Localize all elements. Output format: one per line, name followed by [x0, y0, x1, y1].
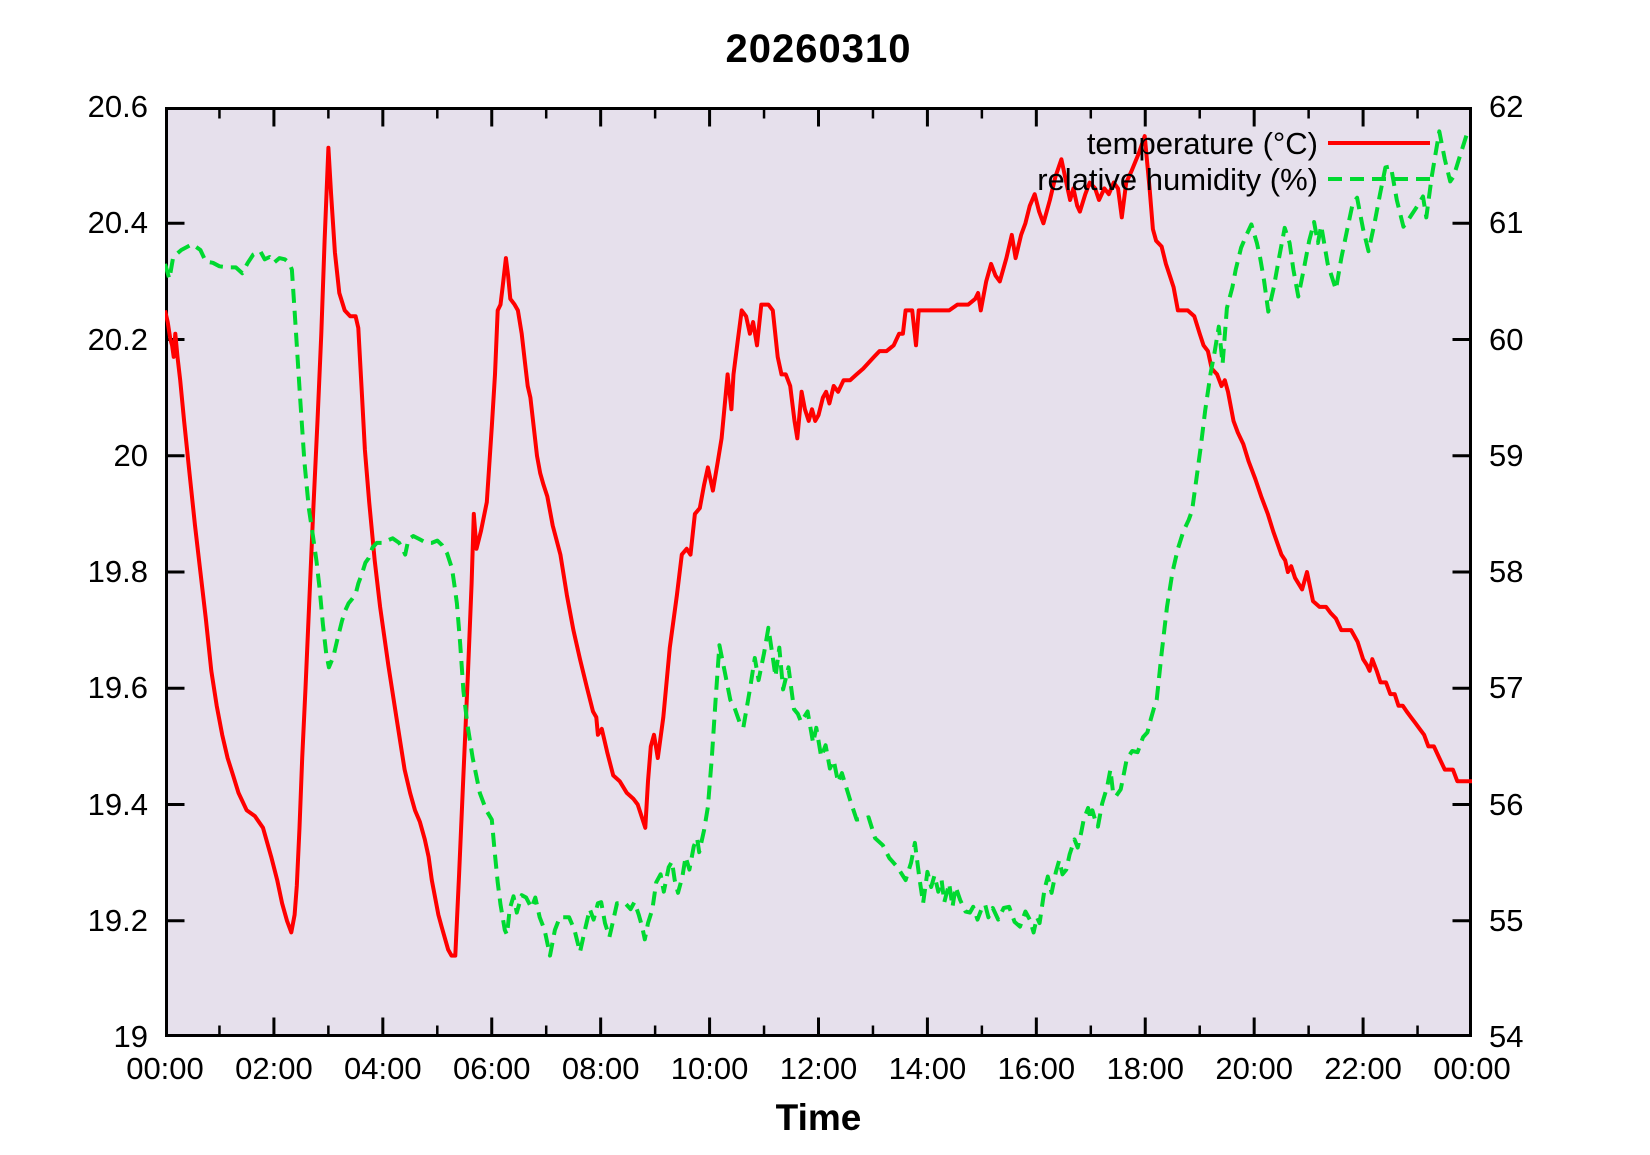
x-tick-label: 14:00 [888, 1051, 967, 1086]
x-tick-label: 12:00 [779, 1051, 858, 1086]
y-right-tick-label: 60 [1489, 321, 1524, 357]
y-right-tick-label: 55 [1489, 902, 1524, 938]
y-right-tick-label: 62 [1489, 89, 1524, 124]
legend-label-temperature: temperature (°C) [1087, 126, 1318, 161]
x-tick-label: 02:00 [235, 1051, 313, 1086]
x-tick-label: 16:00 [997, 1051, 1076, 1086]
y-left-tick-label: 20.2 [87, 321, 148, 357]
y-left-tick-label: 19.2 [87, 902, 148, 938]
y-left-tick-label: 19.6 [87, 670, 148, 706]
x-tick-label: 18:00 [1106, 1051, 1185, 1086]
x-tick-label: 08:00 [561, 1051, 640, 1086]
x-tick-label: 20:00 [1215, 1051, 1293, 1086]
x-tick-label: 00:00 [1433, 1051, 1511, 1086]
y-right-tick-label: 54 [1489, 1019, 1524, 1054]
y-left-tick-label: 19.4 [87, 786, 148, 822]
y-left-tick-label: 20.4 [87, 205, 148, 241]
y-right-tick-label: 56 [1489, 786, 1524, 822]
humidity-series-line [165, 129, 1472, 958]
chart-title: 20260310 [725, 27, 912, 71]
y-right-tick-label: 61 [1489, 205, 1524, 241]
y-right-tick-label: 59 [1489, 437, 1524, 473]
plot-area: temperature (°C)relative humidity (%) [165, 107, 1472, 1037]
y-left-tick-label: 19.8 [87, 554, 148, 589]
y-left-tick-label: 20.6 [87, 89, 148, 124]
x-tick-label: 04:00 [344, 1051, 422, 1086]
temperature-series-line [165, 134, 1472, 958]
y-right-tick-label: 57 [1489, 670, 1524, 706]
x-tick-label: 00:00 [126, 1051, 204, 1086]
x-axis-label: Time [775, 1097, 862, 1138]
x-tick-label: 06:00 [452, 1051, 531, 1086]
plot-background [165, 107, 1472, 1037]
y-left-tick-label: 19 [113, 1019, 148, 1054]
legend-label-humidity: relative humidity (%) [1037, 162, 1318, 197]
y-left-tick-label: 20 [113, 437, 148, 473]
x-tick-label: 10:00 [670, 1051, 749, 1086]
x-tick-label: 22:00 [1324, 1051, 1402, 1086]
y-right-tick-label: 58 [1489, 554, 1524, 589]
